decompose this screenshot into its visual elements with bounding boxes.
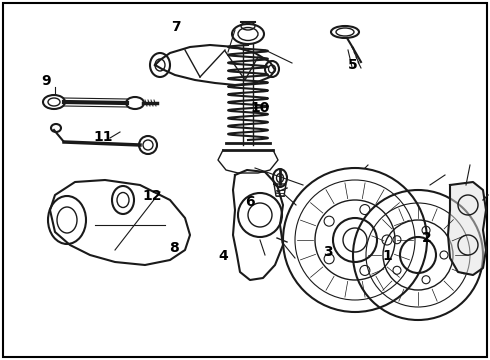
Text: 1: 1 — [382, 249, 392, 262]
Text: 12: 12 — [142, 189, 162, 203]
Text: 5: 5 — [348, 58, 358, 72]
Text: 9: 9 — [42, 74, 51, 88]
Text: 10: 10 — [250, 101, 270, 115]
Text: 2: 2 — [421, 231, 431, 244]
Text: 3: 3 — [323, 245, 333, 259]
Polygon shape — [448, 182, 486, 275]
Text: 7: 7 — [172, 20, 181, 34]
Text: 6: 6 — [245, 195, 255, 208]
Text: 11: 11 — [93, 130, 113, 144]
Text: 4: 4 — [218, 249, 228, 262]
Text: 8: 8 — [169, 242, 179, 255]
